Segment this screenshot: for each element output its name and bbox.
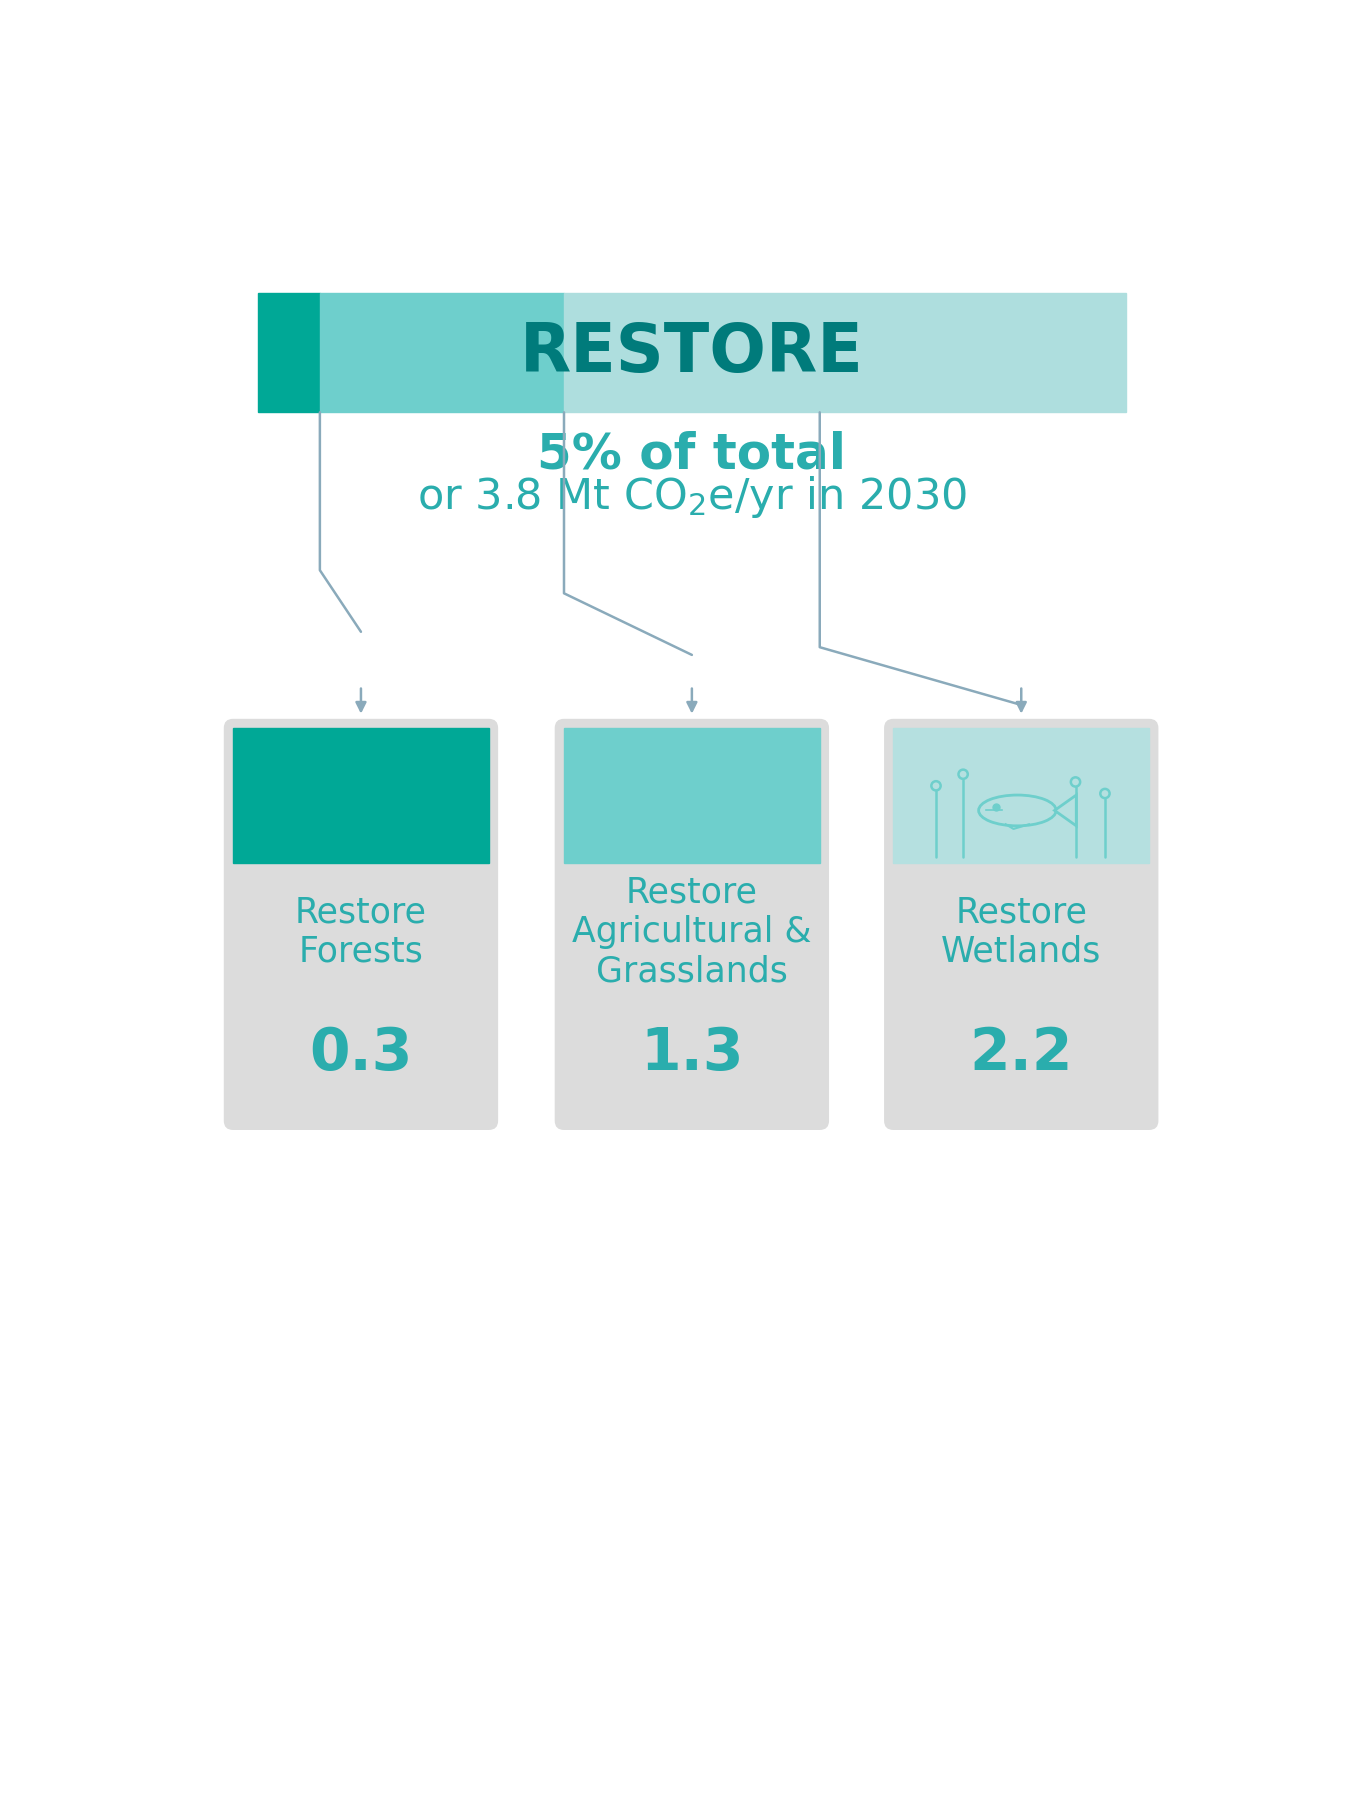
Ellipse shape (979, 796, 1056, 826)
Polygon shape (1054, 796, 1076, 826)
Text: Restore
Forests: Restore Forests (294, 896, 427, 968)
Bar (234, 727, 489, 862)
FancyBboxPatch shape (555, 718, 829, 1130)
FancyBboxPatch shape (884, 718, 1158, 1130)
Text: Restore
Wetlands: Restore Wetlands (941, 896, 1102, 968)
Bar (258, 293, 320, 412)
Bar (564, 727, 819, 862)
Text: 2.2: 2.2 (969, 1026, 1073, 1082)
Bar (894, 727, 1149, 862)
Bar (564, 293, 1126, 412)
FancyBboxPatch shape (224, 718, 498, 1130)
Text: 0.3: 0.3 (309, 1026, 413, 1082)
Text: or 3.8 Mt CO$_2$e/yr in 2030: or 3.8 Mt CO$_2$e/yr in 2030 (417, 473, 967, 520)
Text: 5% of total: 5% of total (537, 430, 846, 479)
Text: 1.3: 1.3 (640, 1026, 744, 1082)
Text: RESTORE: RESTORE (520, 320, 864, 385)
Text: Restore
Agricultural &
Grasslands: Restore Agricultural & Grasslands (572, 877, 811, 988)
Bar (320, 293, 564, 412)
